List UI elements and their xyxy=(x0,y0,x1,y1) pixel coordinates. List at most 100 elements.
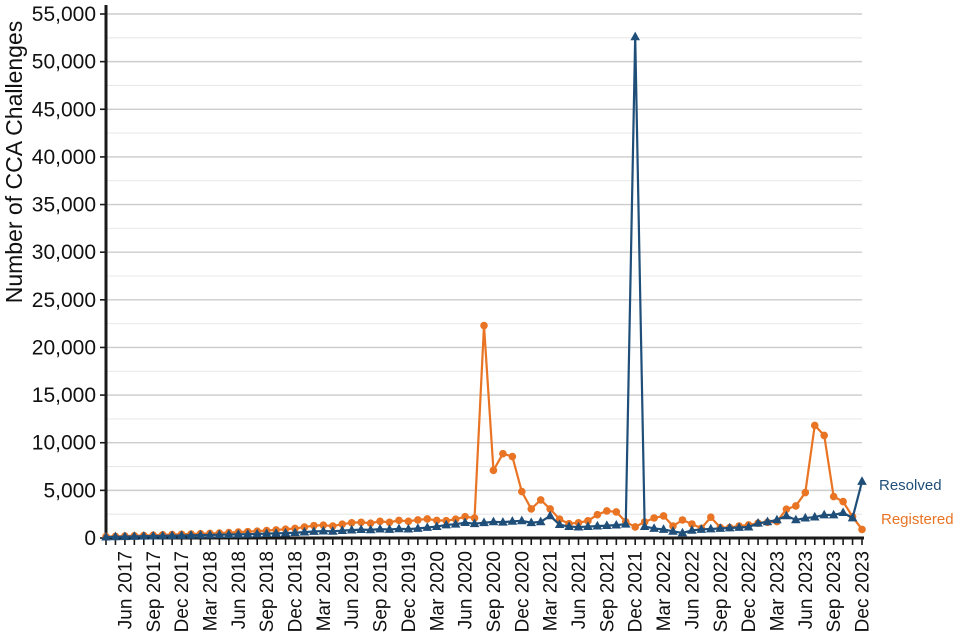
series-resolved-marker xyxy=(356,524,366,534)
x-tick-label: Mar 2019 xyxy=(314,551,335,631)
series-resolved-marker xyxy=(819,509,829,519)
series-resolved-marker xyxy=(271,528,281,537)
series-registered-marker xyxy=(782,505,791,514)
series-registered-marker xyxy=(385,518,394,527)
series-resolved-marker xyxy=(809,511,820,521)
series-registered-marker xyxy=(376,517,384,526)
series-resolved-marker xyxy=(233,529,244,538)
x-tick-label: Sep 2020 xyxy=(484,551,505,632)
series-resolved-marker xyxy=(781,510,792,520)
series-resolved-marker xyxy=(346,524,357,534)
series-resolved-marker xyxy=(318,525,329,535)
series-resolved-marker xyxy=(214,529,225,539)
y-tick-label: 5,000 xyxy=(43,479,96,502)
series-resolved-marker xyxy=(724,522,735,532)
x-tick-label: Dec 2020 xyxy=(512,551,533,632)
series-registered-marker xyxy=(395,516,403,525)
series-registered-line xyxy=(105,324,863,538)
series-registered-marker xyxy=(603,507,611,515)
y-tick-label: 15,000 xyxy=(32,384,96,407)
series-registered-marker xyxy=(669,522,677,530)
series-resolved-marker xyxy=(375,523,385,533)
series-resolved-line xyxy=(105,35,864,539)
series-registered-marker xyxy=(584,517,592,525)
y-tick-label: 0 xyxy=(84,527,96,550)
series-resolved-marker xyxy=(535,516,546,526)
series-resolved-marker xyxy=(715,523,726,532)
series-registered-marker xyxy=(461,512,469,521)
series-resolved-marker xyxy=(762,516,773,526)
x-tick-label: Sep 2022 xyxy=(711,551,732,632)
series-registered-marker xyxy=(357,518,365,527)
series-resolved-marker xyxy=(649,523,659,532)
series-registered-marker xyxy=(518,487,526,496)
series-registered-marker xyxy=(792,502,800,510)
series-resolved-marker xyxy=(384,524,395,533)
series-registered-marker xyxy=(432,516,441,525)
series-registered-marker xyxy=(678,516,687,524)
series-registered-marker xyxy=(338,520,347,528)
x-tick-label: Mar 2023 xyxy=(767,551,788,631)
series-resolved-marker xyxy=(299,526,310,536)
x-tick-label: Jun 2023 xyxy=(796,551,817,629)
series-resolved-marker xyxy=(157,530,168,540)
series-resolved-marker xyxy=(431,521,442,530)
series-resolved-marker xyxy=(507,516,518,525)
x-tick-label: Jun 2020 xyxy=(456,551,477,629)
series-registered-marker xyxy=(536,496,545,504)
series-resolved-marker xyxy=(828,509,839,519)
series-resolved-marker xyxy=(394,523,404,533)
series-resolved-marker xyxy=(176,530,187,539)
series-resolved-marker xyxy=(460,517,470,527)
series-resolved-marker xyxy=(772,514,782,524)
series-resolved-marker xyxy=(101,531,111,541)
legend-label-registered: Registered xyxy=(881,511,954,528)
series-resolved-marker xyxy=(668,526,678,535)
y-tick-label: 40,000 xyxy=(32,146,96,169)
series-registered-marker xyxy=(310,521,318,530)
x-tick-label: Mar 2020 xyxy=(427,551,448,631)
series-registered-marker xyxy=(707,513,715,522)
series-registered-marker xyxy=(489,466,498,475)
series-resolved-marker xyxy=(413,523,423,532)
series-resolved-marker xyxy=(611,519,622,529)
series-resolved-marker xyxy=(450,518,461,528)
series-registered-marker xyxy=(688,520,696,528)
series-resolved-marker xyxy=(167,530,177,540)
series-registered-marker xyxy=(527,505,536,513)
series-resolved-marker xyxy=(573,521,584,531)
series-resolved-marker xyxy=(545,510,555,520)
series-registered-marker xyxy=(650,514,658,522)
series-resolved-marker xyxy=(639,521,650,530)
series-resolved-marker xyxy=(564,521,574,530)
series-registered-marker xyxy=(414,516,422,524)
series-registered-marker xyxy=(555,515,564,524)
series-registered-marker xyxy=(423,515,432,523)
series-resolved-marker xyxy=(847,512,858,522)
series-resolved-marker xyxy=(658,524,669,533)
legend-label-resolved: Resolved xyxy=(879,477,942,494)
series-resolved-marker xyxy=(753,518,763,527)
series-registered-marker xyxy=(499,449,507,458)
series-registered-marker xyxy=(470,514,479,522)
series-resolved-marker xyxy=(261,528,272,538)
x-tick-label: Jun 2017 xyxy=(115,551,136,629)
x-tick-label: Sep 2018 xyxy=(257,551,278,632)
x-tick-label: Dec 2023 xyxy=(853,551,874,632)
series-resolved-marker xyxy=(290,527,300,537)
series-resolved-marker xyxy=(800,512,811,522)
series-resolved-marker xyxy=(205,529,215,539)
series-resolved-marker xyxy=(280,527,291,537)
series-resolved-marker xyxy=(677,527,688,537)
x-tick-label: Sep 2017 xyxy=(144,551,165,632)
x-tick-label: Mar 2022 xyxy=(654,551,675,631)
series-resolved-marker xyxy=(743,521,754,531)
series-registered-marker xyxy=(858,525,866,534)
series-registered-marker xyxy=(801,488,810,497)
x-tick-label: Sep 2021 xyxy=(597,551,618,632)
series-registered-marker xyxy=(366,519,375,528)
series-resolved-marker xyxy=(498,517,508,526)
y-tick-label: 45,000 xyxy=(32,98,96,121)
